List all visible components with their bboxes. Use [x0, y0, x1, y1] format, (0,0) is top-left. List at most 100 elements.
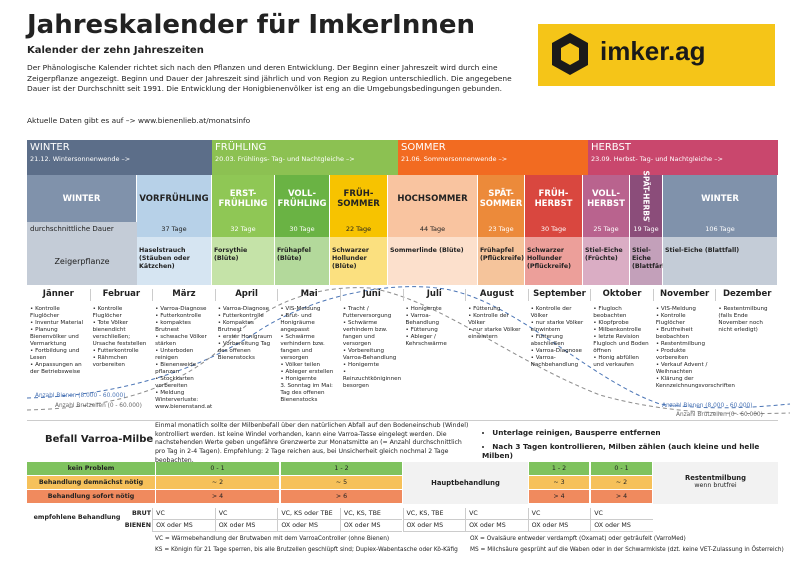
logo-hex-inner: [561, 43, 579, 65]
treatment-value: VC, KS, TBE: [339, 508, 403, 520]
treatment-value: VC: [590, 508, 653, 520]
month-item: • Verkauf Advent / Weihnachten: [655, 362, 708, 375]
phase-label: WINTER: [62, 193, 101, 204]
month-name: Mai: [277, 289, 340, 301]
treatment-value: OX oder MS: [339, 520, 403, 532]
phase-label: SPÄT-SOMMER: [479, 188, 523, 209]
season-name: FRÜHLING: [215, 142, 267, 153]
level-value: > 4: [590, 490, 653, 504]
month-name: Juli: [402, 289, 466, 301]
bees-curve: [26, 286, 791, 409]
month-item: • Klärung der Kennzeichnungsvorschriften: [655, 376, 735, 389]
month-item: • kompaktes Brutnest: [155, 320, 191, 333]
phase-plant: Stiel-Eiche (Blattfärbung): [630, 237, 683, 285]
level-value: > 6: [280, 490, 403, 504]
season: HERBST 23.09. Herbst- Tag- und Nachtgleic…: [588, 140, 778, 175]
month-item: • Ableger erstellen: [280, 369, 334, 375]
intro: Der Phänologische Kalender richtet sich …: [27, 63, 512, 94]
phase-name: VOLL-FRÜHLING: [275, 175, 330, 222]
month-item: • Futterkontrolle: [217, 313, 264, 319]
month-item: • Futterkontrolle: [92, 348, 139, 354]
phase-name: HOCHSOMMER: [388, 175, 478, 222]
month-item: • Klopfprobe: [593, 320, 629, 326]
level-value: > 4: [528, 490, 590, 504]
phase-label: VOLL-HERBST: [587, 188, 625, 209]
phase-name: ERST-FRÜHLING: [212, 175, 275, 222]
main-treatment: Hauptbehandlung: [403, 462, 528, 504]
season-name: SOMMER: [401, 142, 446, 153]
month-item: • Völker teilen: [280, 362, 321, 368]
rest-title: Restentmilbung: [685, 474, 746, 482]
month-items: • Tracht / Futterversorgung • Schwärme ve…: [342, 306, 401, 416]
treatment-value: VC, KS, TBE: [402, 508, 466, 520]
phase-plant: Schwarzer Hollunder (Blüte): [330, 237, 388, 285]
month-item: • Varroa-Diagnose: [530, 348, 582, 354]
treatment-value: OX oder MS: [277, 520, 340, 532]
month-item: • Varroa-Diagnose: [217, 306, 270, 312]
month-name: Juni: [339, 289, 403, 301]
phase-label: SPÄT-HERBST: [641, 170, 651, 227]
month-item: • Tracht / Futterversorgung: [342, 306, 392, 319]
month-item: • Stockkarten vorbereiten: [155, 376, 194, 389]
phase-label: ERST-FRÜHLING: [218, 188, 268, 209]
month-items: • Varroa-Diagnose • Futterkontrolle • komp…: [155, 306, 212, 416]
phase-name: SPÄT-SOMMER: [478, 175, 525, 222]
footnote: OX = Ovalsäure entweder verdampft (Oxama…: [470, 536, 686, 542]
divider: [27, 420, 778, 421]
month-item: • letzte Revision: [593, 334, 640, 340]
month-items: • Varroa-Diagnose • Futterkontrolle • Komp…: [218, 306, 275, 416]
phase-plant: Frühapfel (Blüte): [275, 237, 330, 285]
month-item: • Fütterung: [405, 327, 438, 333]
varroa-title: Befall Varroa-Milbe: [45, 434, 154, 445]
month-item: • Anpassungen an der Betriebsweise: [30, 362, 82, 375]
footnote: MS = Milchsäure gesprüht auf die Waben o…: [470, 547, 784, 553]
phase-label: VOLL-FRÜHLING: [277, 188, 327, 209]
month-name: September: [527, 289, 591, 301]
level-value: ~ 2: [155, 476, 280, 490]
phase-duration: 30 Tage: [275, 222, 330, 237]
level-value: 0 - 1: [590, 462, 653, 476]
season-note: 23.09. Herbst- Tag- und Nachtgleiche –>: [591, 155, 723, 163]
phase-plant: Sommerlinde (Blüte): [388, 237, 478, 285]
phase-duration: 37 Tage: [137, 222, 212, 237]
treatment-value: OX oder MS: [214, 520, 278, 532]
month-name: April: [214, 289, 278, 301]
phase-duration: 22 Tage: [330, 222, 388, 237]
level-label: Behandlung sofort nötig: [27, 490, 155, 504]
month-item: • nur starke Völker einwintern: [468, 327, 521, 340]
month-item: Flugloch und Boden öffnen: [593, 341, 649, 354]
phase-duration: 23 Tage: [478, 222, 525, 237]
month-items: • Honigernte • Varroa-Behandlung • Fütteru…: [406, 306, 463, 416]
season: FRÜHLING 20.03. Frühlings- Tag- und Nacht…: [212, 140, 398, 175]
level-value: ~ 5: [280, 476, 403, 490]
varroa-bullet: Unterlage reinigen, Bausperre entfernen: [482, 428, 782, 440]
month-item: • Futterkontrolle: [155, 313, 202, 319]
varroa-bullet: Nach 3 Tagen kontrollieren, Milben zähle…: [482, 442, 782, 460]
month-items: • Flugloch beobachten • Klopfprobe • Milbe…: [593, 306, 650, 416]
treatment-value: OX oder MS: [527, 520, 591, 532]
month-name: Februar: [89, 289, 153, 301]
month-item: • Ableger / Kehrschwärme: [405, 334, 447, 347]
phase-label: HOCHSOMMER: [397, 193, 468, 204]
phase-plant: Forsythie (Blüte): [212, 237, 275, 285]
treatment-value: OX oder MS: [590, 520, 653, 532]
month-item: • VIS-Meldung: [280, 306, 321, 312]
month-item: • Milbenkontrolle: [593, 327, 642, 333]
month-items: • Fütterung • Kontrolle der Völker • nur s…: [468, 306, 525, 416]
month-item: • Kontrolle Fluglöcher: [30, 306, 60, 319]
level-value: 1 - 2: [528, 462, 590, 476]
season-name: HERBST: [591, 142, 631, 153]
month-item: • Varroa-Behandlung: [405, 313, 440, 326]
rest-note: wenn brutfrei: [694, 482, 737, 489]
treatment-value: OX oder MS: [402, 520, 466, 532]
phase-duration: 44 Tage: [388, 222, 478, 237]
phase-duration: 19 Tage: [630, 222, 663, 237]
month-item: • Produkte vorbereiten: [655, 348, 689, 361]
month-name: Oktober: [590, 289, 653, 301]
month-items: • Kontrolle der Völker • nur starke Völke…: [531, 306, 588, 416]
level-value: ~ 2: [590, 476, 653, 490]
season: WINTER 21.12. Wintersonnenwende –>: [27, 140, 212, 175]
phase-duration: 25 Tage: [583, 222, 630, 237]
